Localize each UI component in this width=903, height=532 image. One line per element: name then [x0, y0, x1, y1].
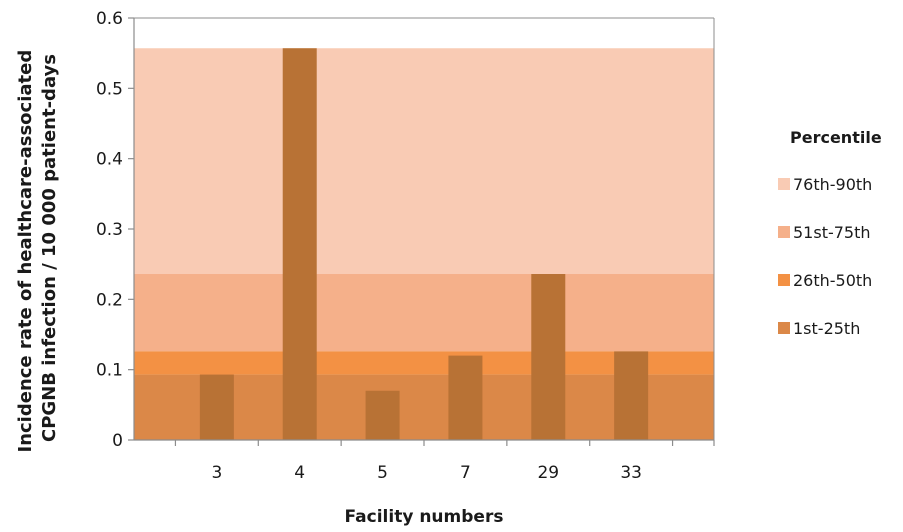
y-axis-label-line-1: Incidence rate of healthcare-associated: [15, 50, 36, 453]
bar-5: [365, 390, 400, 440]
bar-4: [282, 48, 317, 440]
y-tick-label: 0.6: [96, 9, 123, 29]
x-tick-label: 5: [377, 463, 388, 483]
legend-swatch: [778, 178, 790, 190]
legend-swatch: [778, 322, 790, 334]
y-tick-label: 0.1: [96, 361, 123, 381]
y-tick-label: 0.5: [96, 79, 123, 99]
legend-label: 76th-90th: [793, 175, 872, 194]
x-tick-label: 33: [620, 463, 642, 483]
y-axis-label-line-2: CPGNB infection / 10 000 patient-days: [39, 54, 60, 442]
y-axis-label: Incidence rate of healthcare-associated …: [15, 43, 60, 452]
x-tick-label: 3: [211, 463, 222, 483]
y-tick-label: 0.4: [96, 150, 123, 170]
band-76th-90th: [134, 48, 714, 275]
legend-swatch: [778, 226, 790, 238]
x-tick-label: 29: [537, 463, 559, 483]
legend-swatch: [778, 274, 790, 286]
legend-label: 1st-25th: [793, 319, 860, 338]
bars: [199, 48, 649, 440]
bar-3: [199, 374, 234, 440]
y-tick-label: 0: [112, 431, 123, 451]
x-tick-label: 4: [294, 463, 305, 483]
x-ticks: 3 4 5 7 29 33: [174, 440, 715, 483]
legend-label: 26th-50th: [793, 271, 872, 290]
legend-label: 51st-75th: [793, 223, 871, 242]
y-ticks: 0 0.1 0.2 0.3 0.4 0.5 0.6: [96, 9, 134, 451]
bar-7: [448, 355, 483, 440]
band-51st-75th: [134, 274, 714, 352]
y-tick-label: 0.2: [96, 290, 123, 310]
band-26th-50th: [134, 351, 714, 375]
legend-title: Percentile: [790, 128, 882, 147]
y-tick-label: 0.3: [96, 220, 123, 240]
bar-29: [531, 274, 566, 440]
x-tick-label: 7: [460, 463, 471, 483]
legend: Percentile 76th-90th 51st-75th 26th-50th 1s…: [778, 128, 882, 338]
x-axis-label: Facility numbers: [345, 507, 504, 527]
bar-33: [614, 351, 649, 440]
